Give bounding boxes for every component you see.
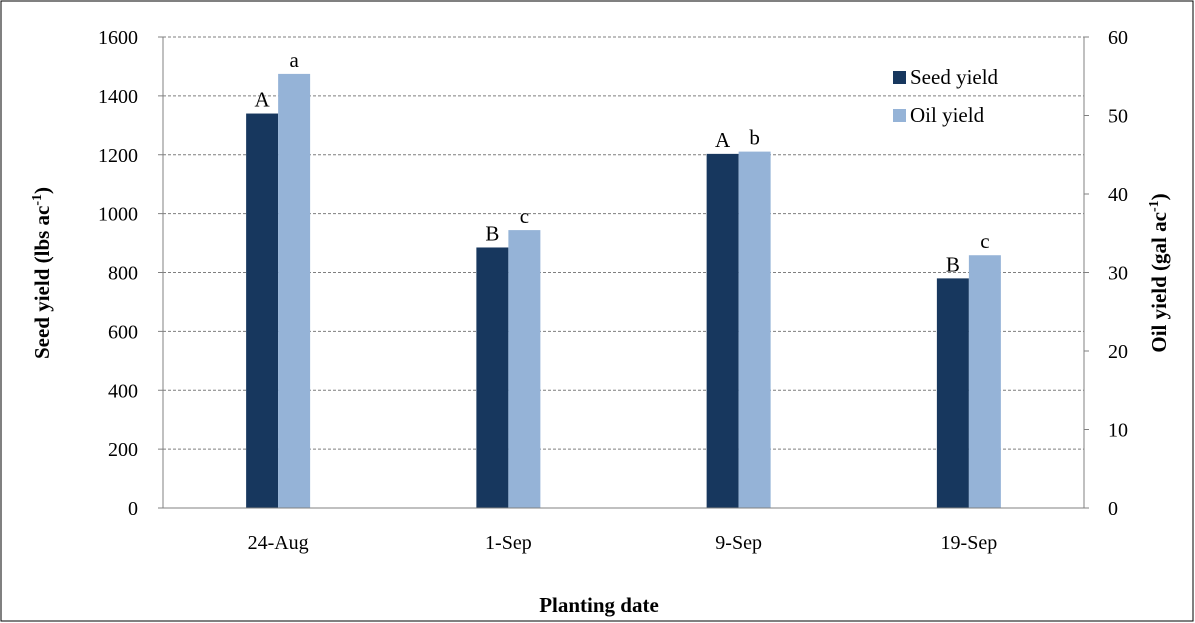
right-tick-label: 50 <box>1108 106 1128 128</box>
oil-yield-bar <box>738 151 771 509</box>
seed-yield-significance-label: A <box>715 128 731 152</box>
right-axis-title-main: Oil yield (gal ac <box>1147 212 1171 353</box>
right-tick-label: 10 <box>1108 420 1128 442</box>
gridlines <box>163 36 1084 450</box>
left-tick-label: 800 <box>108 263 138 285</box>
x-tick-label: 1-Sep <box>485 532 532 554</box>
left-axis-title-end: ) <box>30 187 54 194</box>
x-tick-label: 24-Aug <box>248 532 309 554</box>
oil-yield-bar <box>508 230 541 509</box>
legend: Seed yield Oil yield <box>893 65 999 127</box>
x-axis-title: Planting date <box>539 593 659 617</box>
legend-label-oil-yield: Oil yield <box>910 103 985 127</box>
right-tick-label: 30 <box>1108 263 1128 285</box>
right-tick-label: 60 <box>1108 27 1128 49</box>
oil-yield-significance-label: b <box>749 126 760 150</box>
oil-yield-bar <box>278 73 311 509</box>
left-tick-label: 1600 <box>98 27 138 49</box>
left-tick-label: 1200 <box>98 145 138 167</box>
seed-yield-significance-label: B <box>485 221 499 245</box>
oil-yield-significance-label: c <box>980 229 989 253</box>
legend-label-seed-yield: Seed yield <box>910 65 999 89</box>
bars <box>246 73 1001 509</box>
right-tick-label: 20 <box>1108 341 1128 363</box>
seed-yield-bar <box>246 113 279 508</box>
left-tick-label: 200 <box>108 439 138 461</box>
axes <box>158 36 1089 509</box>
right-tick-label: 0 <box>1108 498 1118 520</box>
left-axis-title: Seed yield (lbs ac-1) <box>30 187 54 359</box>
right-axis-title: Oil yield (gal ac-1) <box>1147 193 1171 352</box>
oil-yield-significance-label: a <box>289 48 299 72</box>
oil-yield-significance-label: c <box>520 204 529 228</box>
left-axis-title-main: Seed yield (lbs ac <box>30 206 54 359</box>
left-tick-label: 600 <box>108 321 138 343</box>
seed-yield-bar <box>476 247 509 508</box>
left-tick-label: 1400 <box>98 86 138 108</box>
left-axis-title-sup: -1 <box>30 194 45 206</box>
legend-swatch-seed-yield <box>893 71 906 84</box>
seed-yield-significance-label: A <box>255 88 271 112</box>
oil-yield-bar <box>968 255 1001 508</box>
left-tick-label: 400 <box>108 380 138 402</box>
tick-labels: 0 200 400 600 800 1000 1200 1400 1600 0 10 20 30 40 50… <box>98 27 1128 554</box>
bar-labels: Aa Bc A b Bc <box>255 48 990 276</box>
right-axis-title-end: ) <box>1147 193 1171 200</box>
seed-yield-bar <box>936 278 969 508</box>
legend-swatch-oil-yield <box>893 109 906 122</box>
seed-yield-significance-label: B <box>946 252 960 276</box>
x-tick-label: 9-Sep <box>715 532 762 554</box>
right-tick-label: 40 <box>1108 184 1128 206</box>
seed-yield-bar <box>706 153 739 508</box>
left-tick-label: 1000 <box>98 204 138 226</box>
left-tick-label: 0 <box>128 498 138 520</box>
x-tick-label: 19-Sep <box>941 532 998 554</box>
right-axis-title-sup: -1 <box>1147 200 1162 212</box>
